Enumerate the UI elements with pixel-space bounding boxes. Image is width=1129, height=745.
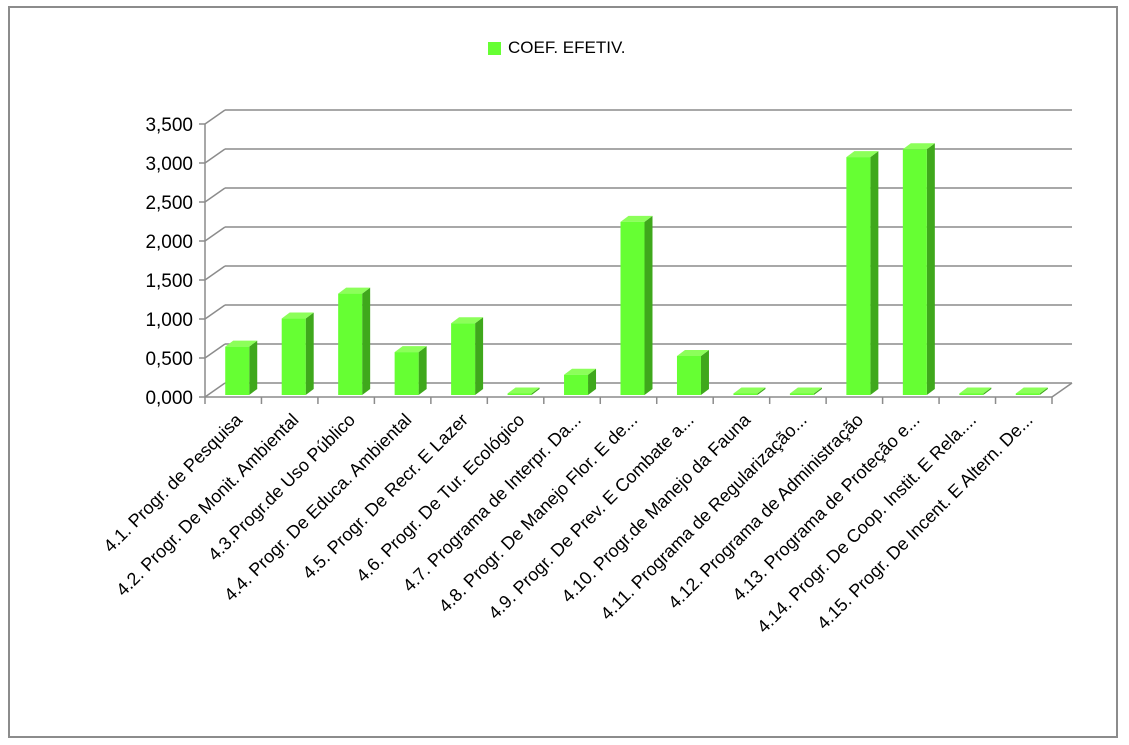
bar-side <box>757 387 766 395</box>
bar <box>733 387 766 395</box>
bar-side <box>249 340 258 395</box>
y-tick-label: 1,000 <box>145 310 193 331</box>
bar-side <box>700 350 709 395</box>
bar-top <box>225 340 258 347</box>
legend-swatch <box>488 41 501 55</box>
bar <box>620 215 653 395</box>
bar-front <box>281 318 306 395</box>
bar-front <box>959 393 984 395</box>
bar-front <box>789 393 814 395</box>
x-tick-label: 4.11. Programa de Regularização... <box>597 410 811 624</box>
x-tick-label: 4.8. Progr. De Manejo Flor. E de... <box>435 410 642 617</box>
bar <box>789 387 822 395</box>
bar <box>1015 387 1048 395</box>
bar-side <box>475 317 484 395</box>
bar <box>676 350 709 395</box>
bar-front <box>902 149 927 395</box>
grid-connector <box>204 187 226 203</box>
bar-top <box>564 368 597 375</box>
bar-side <box>588 368 597 395</box>
bar-side <box>418 346 427 395</box>
bar-front <box>564 374 589 395</box>
grid-connector <box>204 304 226 320</box>
bar-top <box>620 215 653 222</box>
bar <box>225 340 258 395</box>
bar-top <box>394 346 427 353</box>
bar-top <box>676 350 709 356</box>
bar-top <box>959 387 992 394</box>
bar-front <box>225 346 250 395</box>
grid-connector <box>204 265 226 281</box>
bar <box>451 317 484 395</box>
bar-top <box>846 151 879 158</box>
bar-top <box>338 287 371 294</box>
bar-side <box>644 215 653 395</box>
bar <box>846 151 879 395</box>
bar-side <box>1039 387 1048 395</box>
floor-edge <box>1051 382 1073 398</box>
bar-side <box>983 387 992 395</box>
bar <box>338 287 371 395</box>
bar-side <box>305 312 314 395</box>
y-tick-label: 3,500 <box>145 115 193 136</box>
bar <box>564 368 597 395</box>
bar-front <box>394 352 419 395</box>
bar-front <box>507 393 532 395</box>
legend: COEF. EFETIV. <box>488 38 625 58</box>
bar-front <box>338 293 363 395</box>
bar-side <box>531 387 540 395</box>
grid-connector <box>204 226 226 242</box>
legend-label: COEF. EFETIV. <box>508 38 626 57</box>
bar-top <box>1015 387 1048 394</box>
bar-top <box>733 387 766 394</box>
bar-top <box>789 387 822 394</box>
bar-front <box>676 356 701 395</box>
y-tick-label: 2,000 <box>145 232 193 253</box>
bar-top <box>507 387 540 394</box>
y-tick-label: 0,000 <box>145 388 193 409</box>
y-tick-label: 2,500 <box>145 193 193 214</box>
x-tick-label: 4.9. Progr. De Prev. E Combate a... <box>484 410 697 623</box>
bar <box>507 387 540 395</box>
grid-connector <box>204 343 226 359</box>
y-tick-label: 1,500 <box>145 271 193 292</box>
grid-connector <box>204 382 226 398</box>
bar <box>902 143 935 395</box>
bar-top <box>281 312 314 319</box>
bar-side <box>870 151 879 395</box>
bar-front <box>1015 393 1040 395</box>
bar-top <box>451 317 484 324</box>
bar-side <box>926 143 935 395</box>
grid-connector <box>204 109 226 125</box>
bar <box>959 387 992 395</box>
bar-front <box>451 323 476 395</box>
bar <box>394 346 427 395</box>
y-tick-label: 3,000 <box>145 154 193 175</box>
bar-front <box>733 393 758 395</box>
bar-side <box>362 287 371 395</box>
bar <box>281 312 314 395</box>
bar-front <box>846 157 871 395</box>
bar-side <box>813 387 822 395</box>
bar-front <box>620 221 645 395</box>
y-tick-label: 0,500 <box>145 349 193 370</box>
grid-connector <box>204 148 226 164</box>
bar-top <box>902 143 935 150</box>
